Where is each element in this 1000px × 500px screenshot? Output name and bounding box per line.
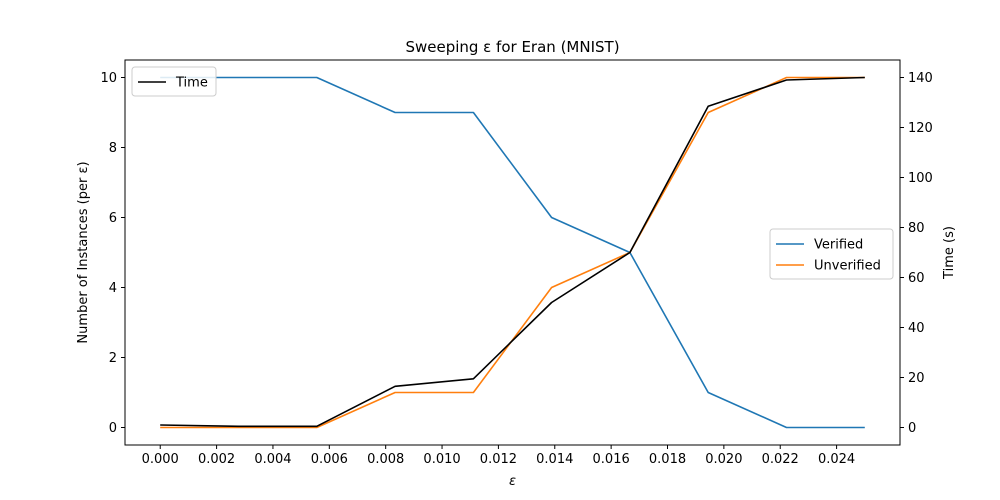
x-tick-label: 0.020 [705, 452, 742, 467]
y2-tick-label: 80 [908, 221, 925, 236]
x-tick-label: 0.014 [536, 452, 573, 467]
legend-label-verified: Verified [814, 238, 863, 253]
y2-tick-label: 40 [908, 321, 925, 336]
x-tick-label: 0.022 [762, 452, 799, 467]
y2-tick-label: 120 [908, 121, 933, 136]
y-tick-label: 6 [109, 211, 117, 226]
series-line-unverified [160, 76, 865, 429]
y2-tick-label: 100 [908, 171, 933, 186]
y-tick-label: 0 [109, 421, 117, 436]
axes: 0.000 0.002 0.004 0.006 0.008 0.010 0.012 0.014… [100, 71, 932, 467]
series-line-time [160, 76, 865, 428]
x-tick-label: 0.004 [254, 452, 291, 467]
plot-area [160, 76, 865, 429]
x-tick-label: 0.024 [818, 452, 855, 467]
x-tick-label: 0.018 [649, 452, 686, 467]
x-tick-label: 0.000 [142, 452, 179, 467]
legend-label-time: Time [175, 76, 208, 91]
x-tick-label: 0.012 [480, 452, 517, 467]
legends: Time Verified Unverified [131, 66, 894, 280]
legend-status-box [769, 228, 894, 280]
y-axis-label: Number of Instances (per ε) [76, 161, 91, 343]
y2-tick-label: 140 [908, 71, 933, 86]
x-tick-label: 0.008 [367, 452, 404, 467]
y-tick-label: 4 [109, 281, 117, 296]
legend-label-unverified: Unverified [814, 259, 881, 274]
y-tick-label: 8 [109, 141, 117, 156]
y-tick-label: 10 [100, 71, 117, 86]
y2-tick-label: 20 [908, 371, 925, 386]
x-tick-label: 0.006 [311, 452, 348, 467]
y2-axis-label: Time (s) [942, 226, 957, 280]
x-tick-label: 0.010 [423, 452, 460, 467]
plot-frame [124, 59, 901, 446]
x-tick-label: 0.002 [198, 452, 235, 467]
x-axis-label: ε [509, 474, 516, 489]
series-line-verified [160, 76, 865, 429]
legend-time-box [131, 66, 217, 97]
x-tick-label: 0.016 [593, 452, 630, 467]
y-tick-label: 2 [109, 351, 117, 366]
chart-title: Sweeping ε for Eran (MNIST) [405, 38, 619, 56]
y2-tick-label: 60 [908, 271, 925, 286]
y2-tick-label: 0 [908, 421, 916, 436]
